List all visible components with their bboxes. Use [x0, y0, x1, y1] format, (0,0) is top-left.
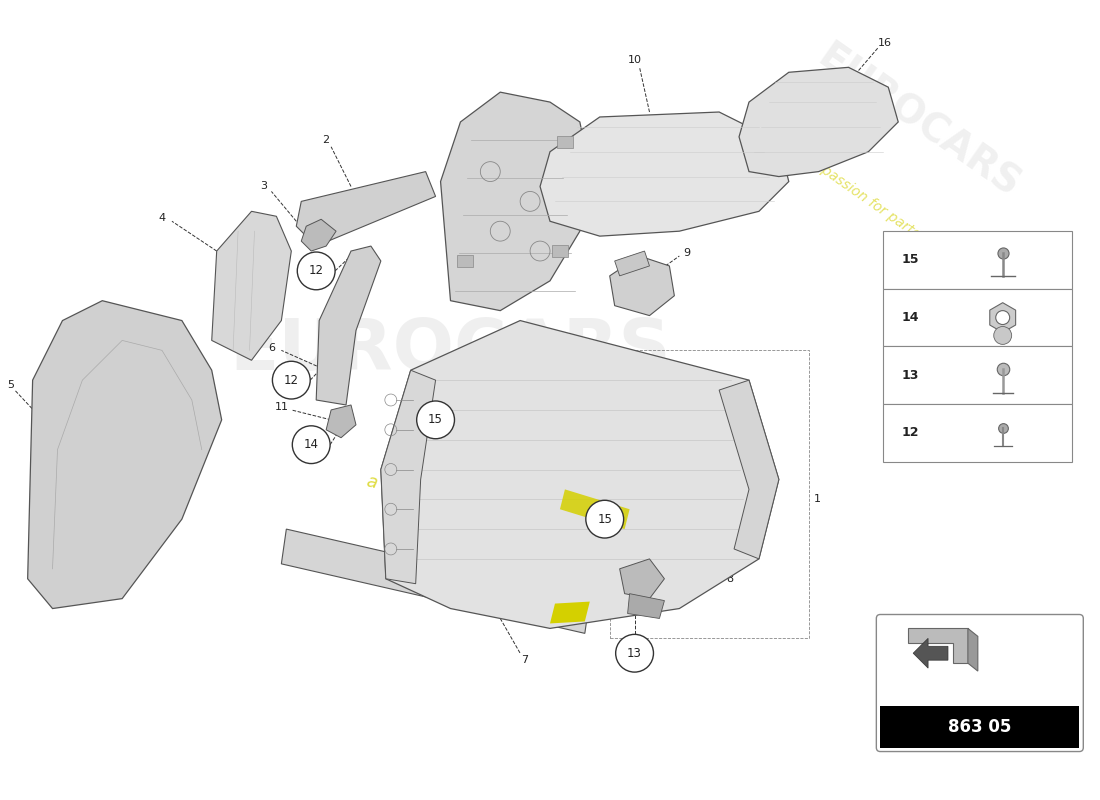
Text: a passion for parts since 1985: a passion for parts since 1985	[808, 155, 988, 287]
FancyBboxPatch shape	[877, 614, 1084, 751]
Polygon shape	[282, 529, 590, 634]
Text: 1: 1	[814, 494, 821, 504]
Text: 863 05: 863 05	[948, 718, 1012, 736]
Polygon shape	[381, 370, 436, 584]
Polygon shape	[211, 211, 292, 360]
Circle shape	[417, 401, 454, 438]
Text: 14: 14	[304, 438, 319, 451]
Circle shape	[586, 500, 624, 538]
Text: a passion for parts since 1985: a passion for parts since 1985	[365, 472, 635, 546]
Circle shape	[996, 310, 1010, 325]
Circle shape	[616, 634, 653, 672]
Text: 6: 6	[268, 343, 275, 354]
Text: EUROCARS: EUROCARS	[230, 316, 671, 385]
Bar	[552, 245, 568, 257]
Text: 12: 12	[284, 374, 299, 386]
Bar	[458, 255, 473, 267]
Polygon shape	[719, 380, 779, 559]
Text: EUROCARS: EUROCARS	[810, 38, 1026, 206]
Circle shape	[293, 426, 330, 463]
Bar	[557, 136, 573, 148]
Polygon shape	[296, 171, 436, 246]
Polygon shape	[913, 638, 948, 668]
Text: 11: 11	[274, 402, 288, 412]
Bar	[883, 346, 1072, 404]
Polygon shape	[615, 251, 649, 276]
Bar	[883, 404, 1072, 462]
Text: 7: 7	[521, 655, 529, 665]
Polygon shape	[990, 302, 1015, 333]
Text: 8: 8	[726, 574, 734, 584]
Text: 3: 3	[260, 182, 267, 191]
Polygon shape	[619, 559, 664, 598]
Text: 12: 12	[309, 265, 323, 278]
Bar	[883, 231, 1072, 289]
Circle shape	[297, 252, 336, 290]
Polygon shape	[560, 490, 629, 529]
Circle shape	[273, 362, 310, 399]
Polygon shape	[968, 629, 978, 671]
Polygon shape	[381, 321, 779, 629]
Polygon shape	[739, 67, 899, 177]
Text: 13: 13	[901, 369, 918, 382]
Polygon shape	[540, 112, 789, 236]
Text: 10: 10	[628, 55, 641, 66]
Text: 14: 14	[901, 311, 918, 324]
Text: 12: 12	[901, 426, 918, 439]
Text: 9: 9	[684, 248, 691, 258]
Text: 15: 15	[597, 513, 613, 526]
Text: 4: 4	[158, 214, 165, 223]
Text: 16: 16	[878, 38, 892, 47]
Polygon shape	[326, 405, 356, 438]
Polygon shape	[441, 92, 590, 310]
Circle shape	[993, 326, 1012, 344]
Polygon shape	[28, 301, 222, 609]
Polygon shape	[316, 246, 381, 405]
Polygon shape	[609, 256, 674, 315]
Text: 15: 15	[428, 414, 443, 426]
Text: 15: 15	[901, 254, 918, 266]
Text: 2: 2	[322, 135, 330, 145]
Text: 5: 5	[8, 380, 14, 390]
Bar	[883, 289, 1072, 346]
Polygon shape	[550, 602, 590, 623]
Polygon shape	[628, 594, 664, 618]
Bar	[880, 706, 1079, 747]
Polygon shape	[301, 219, 337, 251]
Text: 13: 13	[627, 646, 642, 660]
Polygon shape	[909, 629, 968, 663]
